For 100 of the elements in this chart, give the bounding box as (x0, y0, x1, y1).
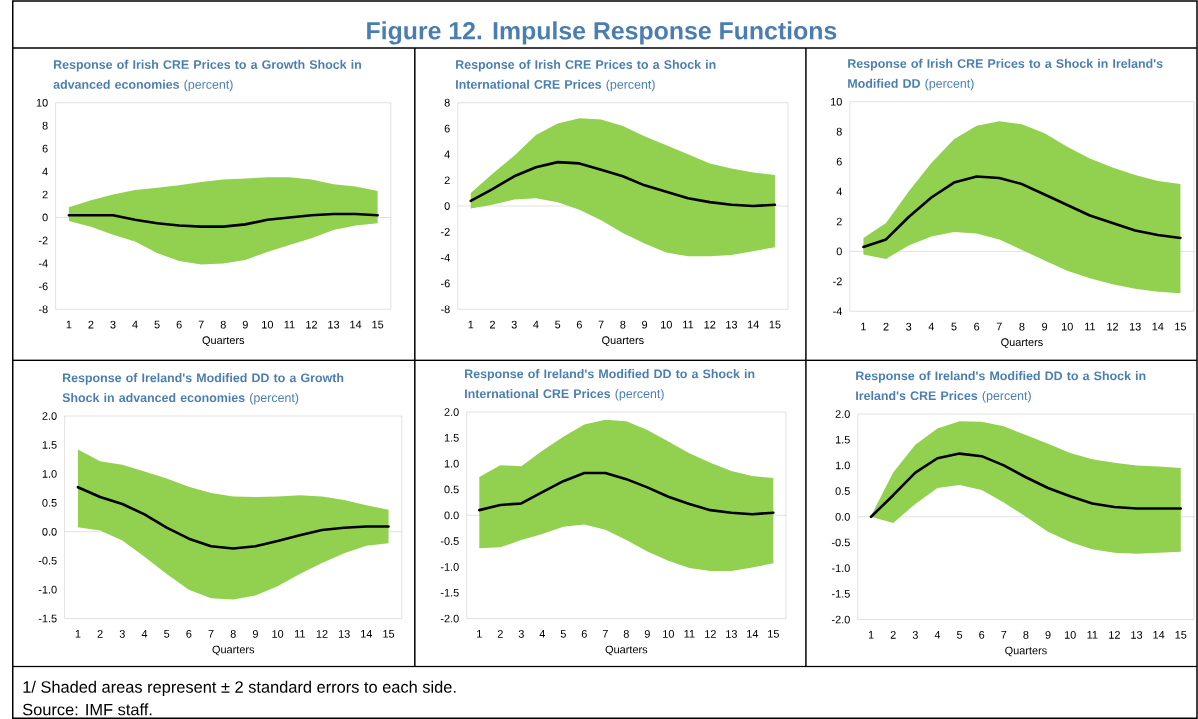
y-tick-label: 2.0 (42, 412, 57, 420)
y-tick-label: 0 (444, 201, 450, 210)
x-axis-title: Quarters (212, 645, 255, 656)
x-tick-label: 13 (726, 629, 737, 638)
x-tick-label: 6 (974, 322, 980, 331)
y-tick-label: 1.0 (444, 459, 459, 468)
y-tick-label: 10 (36, 98, 48, 107)
x-tick-label: 12 (306, 320, 318, 329)
x-tick-label: 10 (1061, 322, 1073, 331)
x-tick-label: 11 (1085, 322, 1096, 331)
x-tick-label: 15 (768, 629, 779, 638)
x-tick-label: 7 (598, 320, 604, 329)
x-tick-label: 14 (1152, 322, 1164, 331)
chart-title: Response of Irish CRE Prices to a Shock in International CRE Prices (percent) (456, 59, 716, 92)
y-tick-label: 4 (836, 187, 842, 196)
x-tick-label: 15 (372, 320, 384, 329)
x-tick-label: 5 (956, 630, 963, 639)
y-tick-label: -2.0 (831, 615, 850, 624)
y-tick-label: -4 (38, 259, 48, 267)
x-tick-label: 7 (198, 320, 204, 329)
y-tick-label: 6 (42, 144, 48, 153)
text: 1/ Shaded areas represent ± 2 standard errors to each side. (23, 680, 456, 696)
x-tick-label: 1 (75, 629, 81, 638)
x-axis-title: Quarters (605, 645, 648, 656)
x-tick-label: 10 (661, 320, 672, 329)
y-tick-label: -4 (440, 253, 450, 262)
x-tick-label: 13 (1129, 322, 1141, 331)
x-tick-label: 11 (683, 320, 694, 329)
y-tick-label: 10 (830, 97, 842, 106)
x-tick-label: 15 (383, 629, 395, 638)
y-tick-label: -1.5 (831, 589, 850, 598)
x-tick-label: 3 (110, 320, 116, 329)
y-tick-label: 4 (444, 150, 450, 158)
x-tick-label: 10 (262, 320, 274, 329)
x-tick-label: 14 (747, 320, 759, 329)
x-tick-label: 14 (361, 629, 373, 638)
text: Figure 12. Impulse Response Functions (367, 21, 837, 45)
y-tick-label: -1.0 (831, 564, 850, 572)
y-tick-label: 1.5 (444, 433, 459, 442)
y-tick-label: -1.5 (440, 588, 459, 597)
x-tick-label: 3 (518, 629, 524, 638)
y-tick-label: -0.5 (440, 537, 459, 545)
y-tick-label: 1.0 (42, 469, 57, 478)
x-tick-label: 2 (489, 320, 495, 329)
x-tick-label: 15 (1175, 322, 1187, 331)
y-tick-label: 8 (444, 98, 450, 107)
x-tick-label: 14 (1153, 630, 1165, 639)
x-tick-label: 8 (1019, 322, 1025, 331)
x-tick-label: 2 (97, 629, 103, 638)
x-tick-label: 5 (555, 320, 561, 329)
y-tick-label: 1.5 (835, 435, 850, 444)
x-tick-label: 12 (704, 320, 716, 329)
x-tick-label: 8 (620, 320, 626, 329)
x-tick-label: 8 (1023, 630, 1029, 639)
x-tick-label: 4 (533, 320, 539, 329)
x-tick-label: 5 (154, 320, 160, 329)
x-tick-label: 6 (581, 629, 587, 638)
x-tick-label: 12 (705, 629, 716, 638)
x-tick-label: 9 (1045, 630, 1051, 639)
x-tick-label: 1 (477, 629, 482, 638)
x-tick-label: 3 (912, 630, 918, 639)
x-tick-label: 3 (511, 320, 517, 329)
x-tick-label: 7 (1001, 630, 1007, 639)
x-tick-label: 4 (132, 320, 138, 329)
y-tick-label: -6 (440, 279, 450, 288)
x-axis-title: Quarters (1001, 338, 1043, 348)
x-tick-label: 7 (996, 322, 1002, 331)
x-tick-label: 11 (284, 320, 295, 329)
x-tick-label: 14 (747, 629, 759, 638)
y-tick-label: -2.0 (440, 614, 459, 623)
chart-title: Response of Ireland's Modified DD to a Shock in Ireland's CRE Prices (percent) (856, 370, 1146, 403)
x-tick-label: 4 (141, 629, 148, 638)
x-tick-label: 10 (663, 629, 674, 638)
x-tick-label: 3 (906, 322, 912, 331)
y-tick-label: 1.0 (835, 461, 850, 470)
x-tick-label: 10 (1064, 630, 1076, 639)
y-tick-label: 2.0 (835, 410, 850, 418)
x-tick-label: 7 (602, 629, 608, 638)
chart-title: Response of Ireland's Modified DD to a Growth Shock in advanced economies (percent) (62, 372, 344, 405)
x-tick-label: 6 (979, 630, 985, 639)
x-tick-label: 9 (252, 629, 258, 638)
x-tick-label: 4 (934, 630, 941, 639)
x-tick-label: 4 (539, 629, 546, 638)
x-tick-label: 11 (1087, 630, 1098, 639)
y-tick-label: 2 (444, 176, 450, 184)
y-tick-label: -1.5 (38, 614, 57, 623)
x-tick-label: 8 (230, 629, 236, 638)
x-tick-label: 10 (272, 629, 284, 638)
x-tick-label: 11 (294, 629, 305, 638)
y-tick-label: -0.5 (831, 538, 850, 547)
x-tick-label: 1 (861, 322, 866, 331)
x-tick-label: 9 (242, 320, 248, 329)
y-tick-label: -2 (38, 236, 48, 245)
y-tick-label: 2.0 (444, 408, 459, 416)
y-tick-label: 8 (42, 121, 48, 130)
x-tick-label: 2 (883, 322, 889, 331)
x-tick-label: 5 (164, 629, 170, 638)
x-tick-label: 9 (642, 320, 648, 329)
y-tick-label: 0.0 (835, 512, 850, 521)
y-tick-label: -8 (38, 305, 48, 313)
